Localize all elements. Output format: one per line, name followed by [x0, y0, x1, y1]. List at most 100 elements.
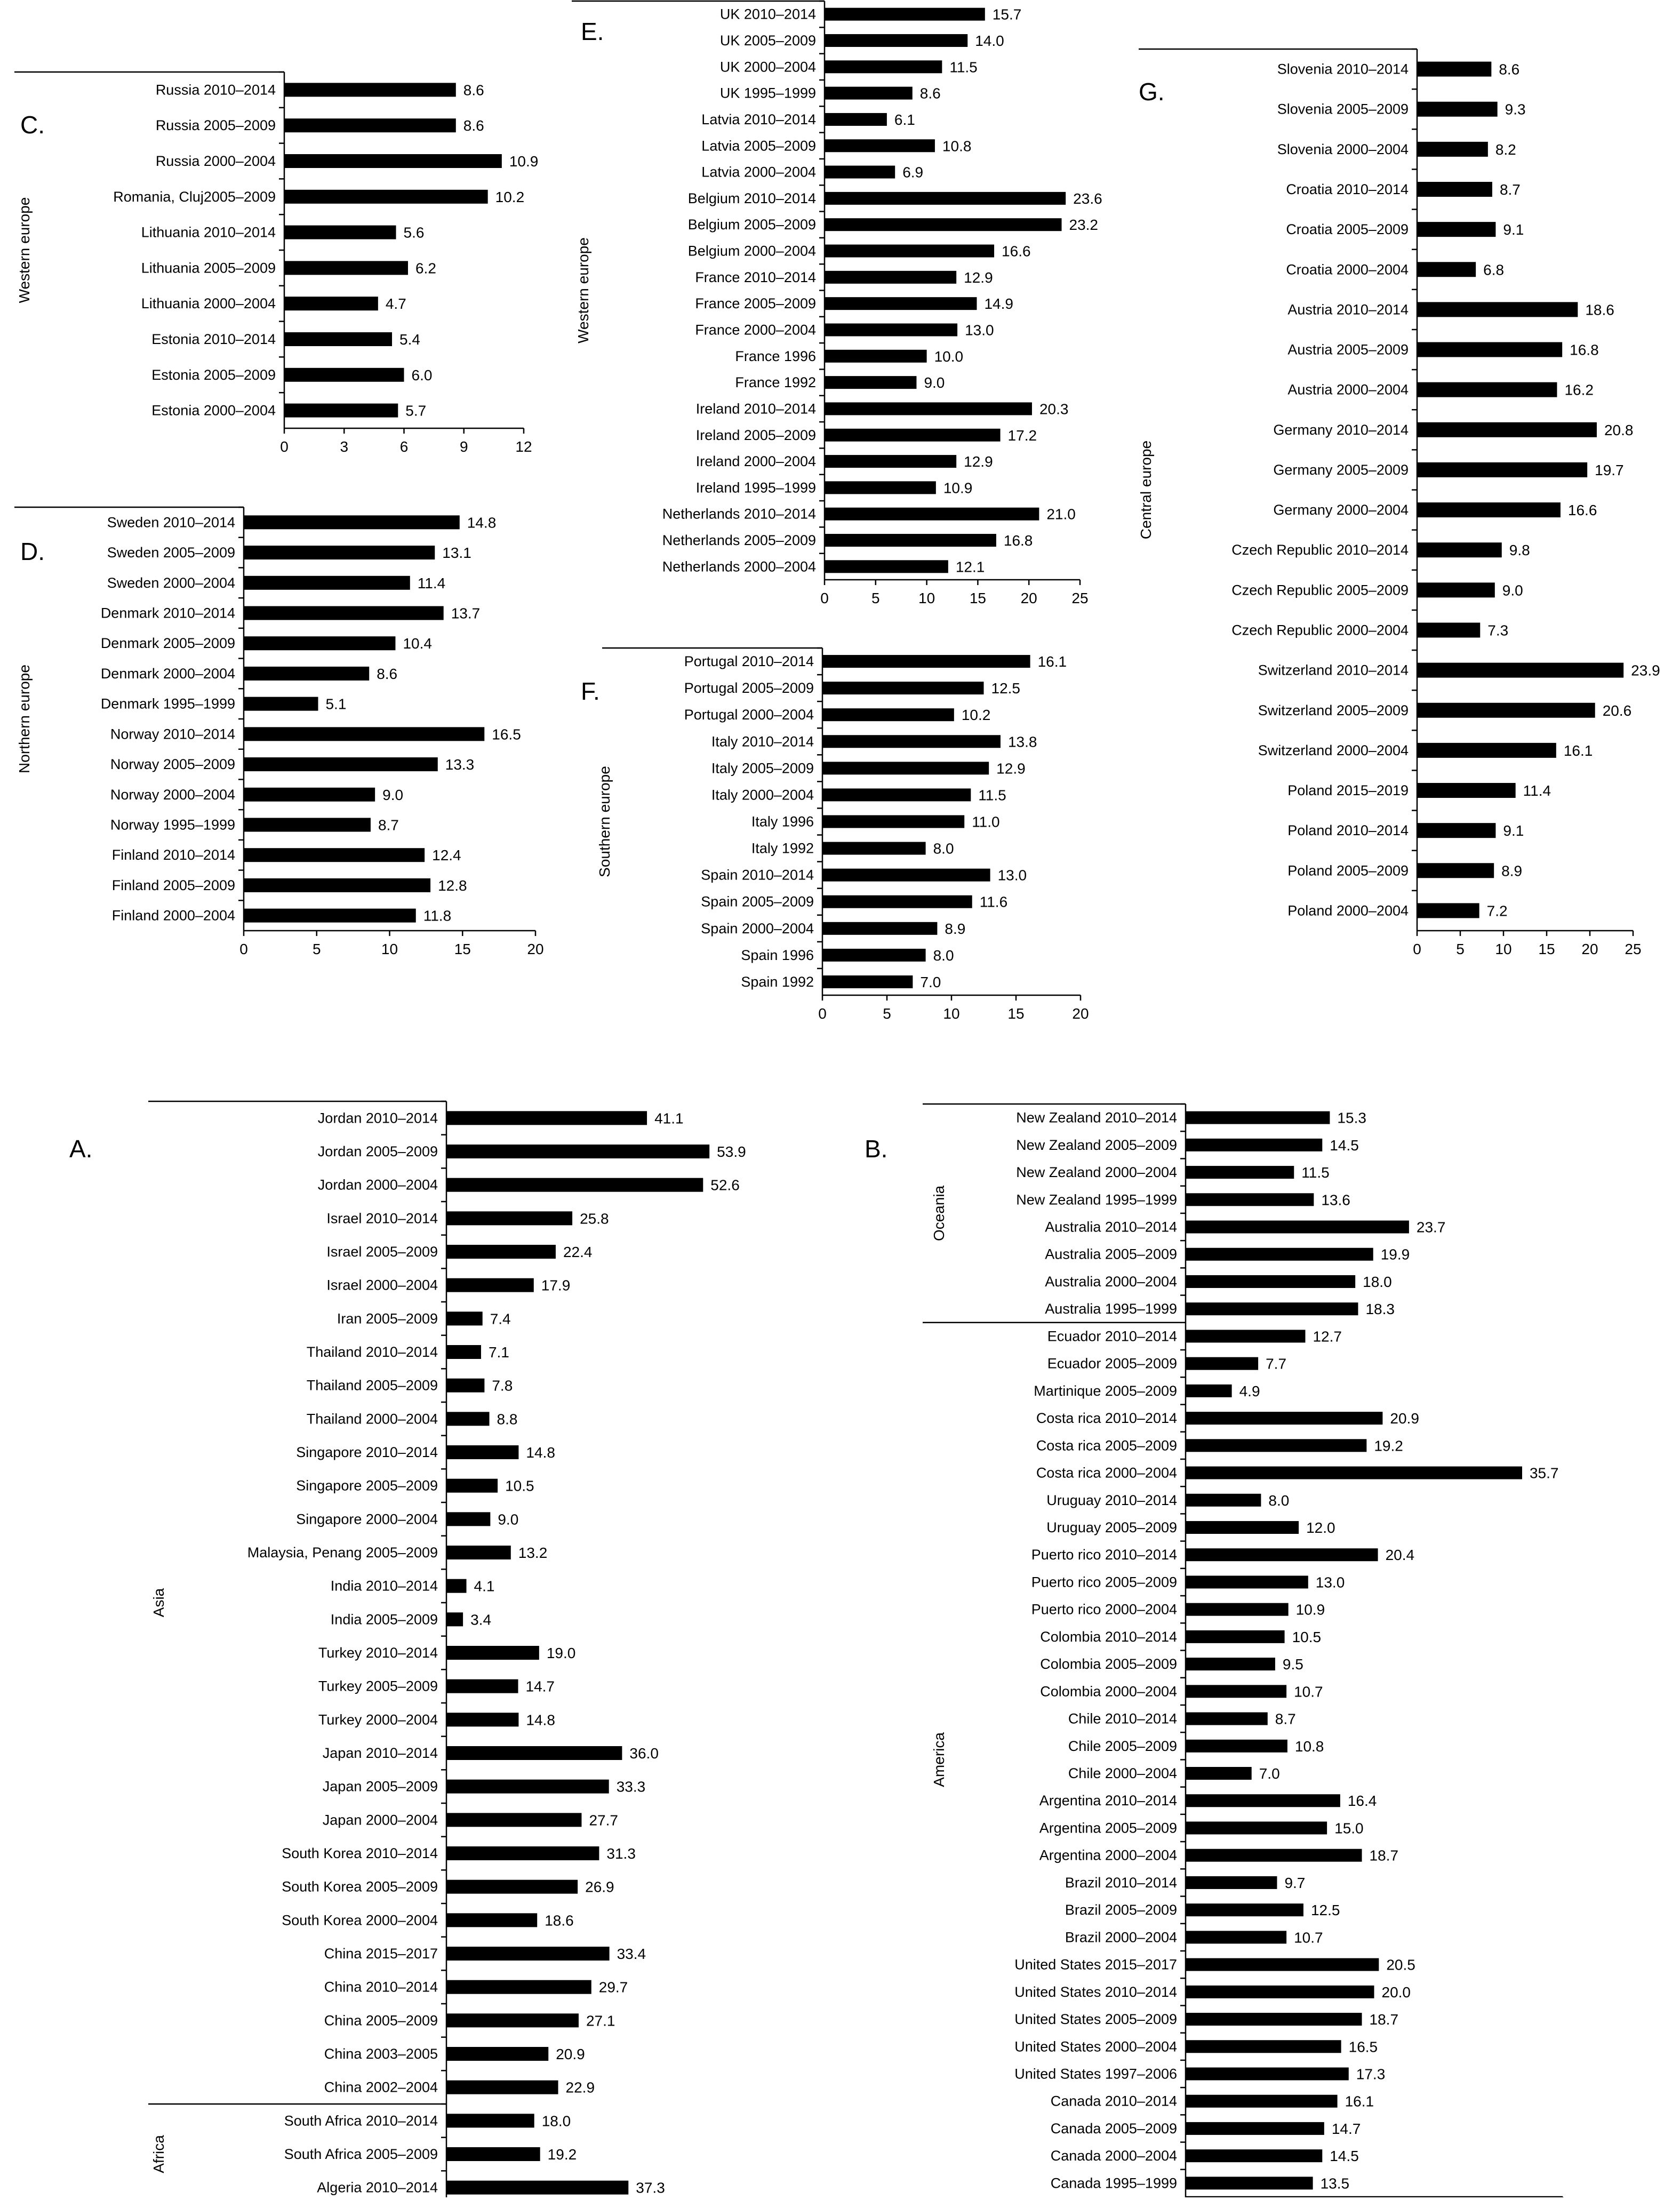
panel-c-category-label: Lithuania 2005–2009	[141, 260, 276, 276]
panel-g-bar	[1417, 141, 1488, 157]
panel-c-label: C.	[20, 111, 45, 139]
panel-a-value-label: 33.3	[617, 1779, 646, 1795]
panel-b-value-label: 16.1	[1345, 2093, 1374, 2110]
panel-g-bar	[1417, 462, 1588, 477]
panel-d-category-label: Sweden 2000–2004	[107, 575, 235, 591]
panel-g-bar	[1417, 61, 1492, 77]
panel-c-group-label-western-europe: Western europe	[16, 197, 33, 303]
panel-f-bar	[822, 948, 926, 962]
panel-b-bar	[1186, 1357, 1259, 1370]
panel-g-bar	[1417, 382, 1557, 397]
panel-e-value-label: 11.5	[949, 59, 977, 75]
panel-b-value-label: 12.0	[1306, 1519, 1335, 1536]
panel-e-value-label: 23.2	[1069, 217, 1099, 233]
panel-d-bar	[244, 757, 438, 772]
panel-a-bar	[446, 1947, 610, 1961]
panel-e-category-label: Ireland 1995–1999	[696, 479, 816, 495]
panel-c-bar	[284, 403, 398, 418]
panel-e-value-label: 17.2	[1008, 427, 1037, 444]
panel-b-value-label: 18.7	[1370, 2011, 1399, 2028]
panel-d-x-tick-label: 20	[527, 941, 543, 957]
panel-c-category-label: Estonia 2010–2014	[151, 331, 276, 347]
panel-e-bar	[825, 323, 958, 337]
panel-c-x-tick-label: 6	[400, 438, 409, 455]
panel-a-category-label: Singapore 2010–2014	[296, 1444, 438, 1460]
panel-e-value-label: 8.6	[920, 85, 941, 102]
panel-b-category-label: Colombia 2000–2004	[1040, 1683, 1177, 1699]
panel-a-bar	[446, 2080, 558, 2094]
panel-a-bar	[446, 1846, 599, 1860]
panel-c-bar	[284, 367, 404, 382]
panel-e-bar	[825, 481, 936, 494]
panel-g-bar	[1417, 903, 1479, 918]
panel-d-value-label: 8.7	[378, 817, 399, 834]
panel-g-value-label: 16.8	[1570, 342, 1599, 358]
panel-c-bar	[284, 118, 456, 133]
panel-b-category-label: Puerto rico 2000–2004	[1031, 1602, 1177, 1618]
panel-a-value-label: 14.8	[526, 1711, 555, 1728]
panel-b-category-label: United States 2005–2009	[1014, 2011, 1177, 2027]
panel-b-label: B.	[865, 1135, 887, 1163]
panel-g-category-label: Czech Republic 2005–2009	[1231, 582, 1409, 598]
panel-a-category-label: Turkey 2010–2014	[318, 1645, 438, 1661]
panel-b-bar	[1186, 1821, 1327, 1835]
panel-g-bar	[1417, 342, 1563, 357]
panel-g-category-label: Switzerland 2005–2009	[1258, 702, 1409, 718]
panel-a-category-label: Turkey 2005–2009	[318, 1678, 438, 1694]
panel-b-category-label: Canada 1995–1999	[1051, 2175, 1177, 2191]
panel-f-bar	[822, 762, 989, 775]
panel-a-value-label: 14.7	[526, 1678, 555, 1695]
panel-a-category-label: Jordan 2005–2009	[318, 1143, 438, 1159]
panel-g-category-label: Austria 2000–2004	[1287, 382, 1409, 398]
panel-b-category-label: Uruguay 2005–2009	[1046, 1519, 1177, 1535]
panel-b-bar	[1186, 1193, 1314, 1206]
panel-e-category-label: Latvia 2000–2004	[701, 164, 816, 180]
panel-b-group-label-oceania: Oceania	[931, 1185, 947, 1241]
panel-a-value-label: 7.4	[490, 1310, 511, 1327]
panel-f-category-label: Italy 2010–2014	[711, 733, 814, 749]
panel-g-bar	[1417, 863, 1494, 878]
panel-c-x-tick-label: 12	[515, 438, 532, 455]
panel-b-category-label: United States 2015–2017	[1014, 1957, 1177, 1973]
panel-e-bar	[825, 455, 957, 468]
panel-b-category-label: Puerto rico 2005–2009	[1031, 1574, 1177, 1590]
panel-a-category-label: Israel 2005–2009	[326, 1244, 438, 1260]
panel-c-value-label: 6.2	[415, 260, 436, 276]
panel-f-bar	[822, 788, 971, 802]
panel-b-bar	[1186, 1521, 1299, 1534]
panel-a-bar	[446, 1980, 591, 1994]
panel-a-category-label: Singapore 2000–2004	[296, 1511, 438, 1527]
panel-g-category-label: Croatia 2000–2004	[1286, 261, 1409, 277]
panel-c-category-label: Russia 2005–2009	[156, 117, 276, 133]
panel-a-category-label: South Africa 2010–2014	[284, 2113, 438, 2129]
panel-e-value-label: 10.0	[934, 348, 964, 365]
panel-e-value-label: 16.8	[1004, 532, 1033, 549]
panel-f-bar	[822, 922, 938, 935]
panel-g-value-label: 8.7	[1500, 181, 1521, 198]
panel-e-category-label: Belgium 2010–2014	[688, 190, 816, 206]
panel-c-value-label: 10.2	[495, 189, 525, 205]
panel-d-bar	[244, 818, 371, 832]
panel-a-value-label: 17.9	[541, 1277, 570, 1294]
panel-a-bar	[446, 1311, 483, 1326]
panel-e-bar	[825, 349, 927, 363]
panel-a-bar	[446, 1612, 463, 1627]
panel-e-value-label: 13.0	[965, 322, 994, 338]
panel-e-bar	[825, 297, 977, 310]
panel-b-value-label: 18.0	[1363, 1274, 1392, 1290]
panel-g-bar	[1417, 422, 1597, 437]
panel-g-bar	[1417, 101, 1498, 117]
panel-b-category-label: Chile 2010–2014	[1068, 1711, 1177, 1727]
panel-b-value-label: 18.3	[1365, 1301, 1395, 1317]
panel-g-bar	[1417, 542, 1502, 558]
panel-g-bar	[1417, 502, 1561, 518]
panel-f-category-label: Italy 1996	[751, 814, 814, 830]
panel-b-value-label: 12.7	[1313, 1328, 1342, 1345]
panel-b-bar	[1186, 1111, 1330, 1124]
panel-e-category-label: France 1996	[735, 348, 816, 364]
panel-a-value-label: 18.6	[545, 1912, 573, 1929]
panel-b-bar	[1186, 2067, 1349, 2081]
panel-e-x-tick-label: 15	[970, 590, 986, 606]
panel-d-group-label-northern-europe: Northern europe	[16, 665, 33, 773]
